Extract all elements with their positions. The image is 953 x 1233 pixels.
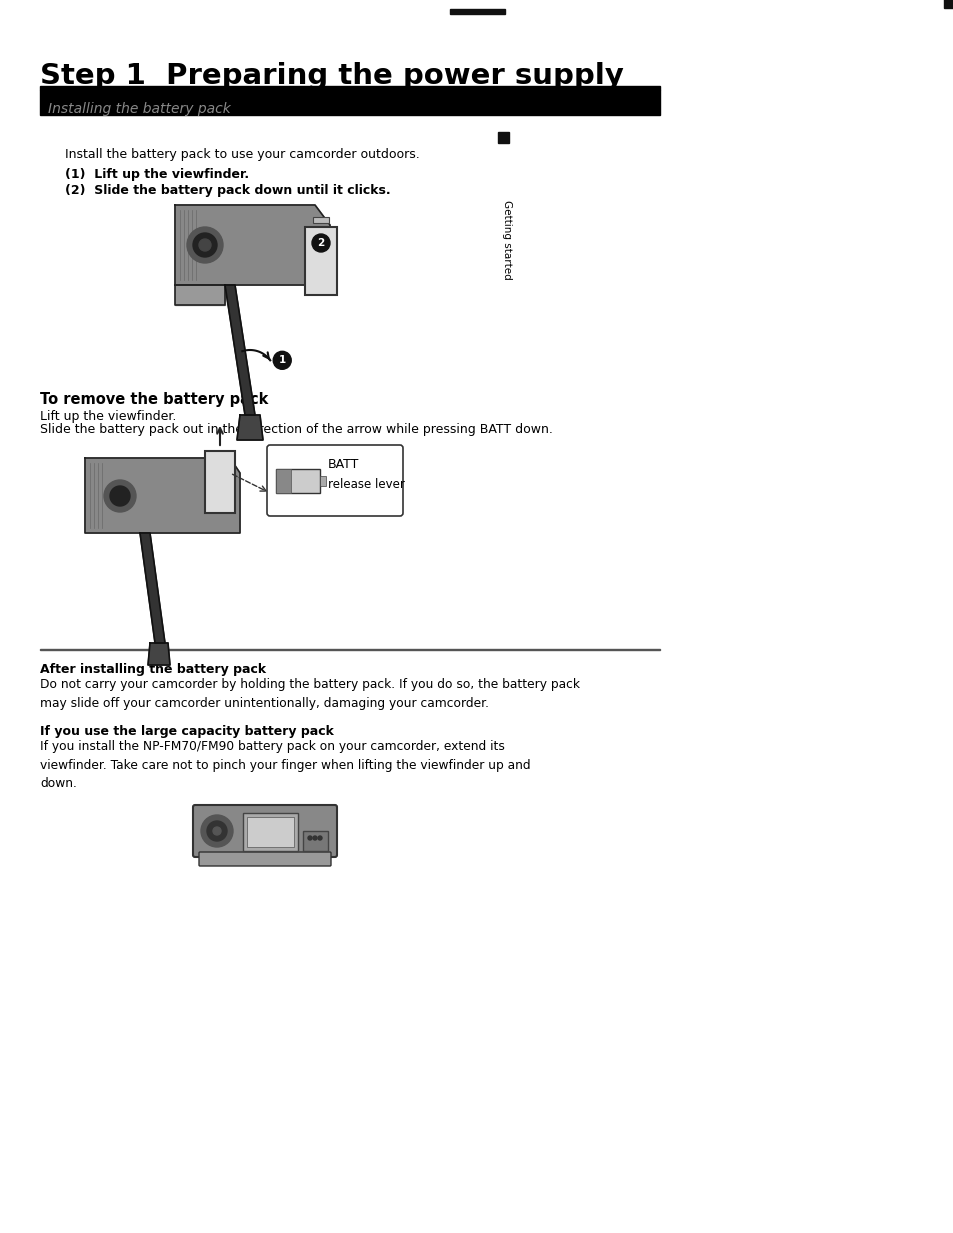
- Circle shape: [312, 234, 330, 252]
- Circle shape: [199, 239, 211, 252]
- Bar: [450, 9, 504, 14]
- Bar: [497, 132, 509, 143]
- Bar: [275, 469, 319, 493]
- Polygon shape: [174, 285, 225, 305]
- Text: If you install the NP-FM70/FM90 battery pack on your camcorder, extend its
viewf: If you install the NP-FM70/FM90 battery …: [40, 740, 530, 790]
- Bar: [303, 831, 328, 851]
- Polygon shape: [85, 457, 240, 533]
- Text: Installing the battery pack: Installing the battery pack: [48, 102, 231, 116]
- Text: Getting started: Getting started: [501, 200, 512, 280]
- Polygon shape: [225, 285, 254, 416]
- Text: 1: 1: [278, 355, 286, 365]
- Text: Do not carry your camcorder by holding the battery pack. If you do so, the batte: Do not carry your camcorder by holding t…: [40, 678, 579, 709]
- Text: (1)  Lift up the viewfinder.: (1) Lift up the viewfinder.: [65, 168, 249, 181]
- Circle shape: [187, 227, 223, 263]
- Circle shape: [213, 827, 221, 835]
- Bar: [247, 817, 294, 847]
- Bar: [40, 86, 659, 90]
- Polygon shape: [148, 642, 170, 665]
- Bar: [943, 0, 953, 7]
- Bar: [40, 90, 659, 115]
- Text: Install the battery pack to use your camcorder outdoors.: Install the battery pack to use your cam…: [65, 148, 419, 162]
- Text: If you use the large capacity battery pack: If you use the large capacity battery pa…: [40, 725, 334, 739]
- FancyBboxPatch shape: [199, 852, 331, 866]
- Circle shape: [313, 836, 316, 840]
- Bar: [313, 217, 329, 223]
- Circle shape: [110, 486, 130, 506]
- FancyBboxPatch shape: [193, 805, 336, 857]
- Text: (2)  Slide the battery pack down until it clicks.: (2) Slide the battery pack down until it…: [65, 184, 390, 197]
- Circle shape: [193, 233, 216, 256]
- Bar: [319, 476, 326, 486]
- FancyBboxPatch shape: [267, 445, 402, 515]
- Text: release lever: release lever: [328, 478, 404, 492]
- Bar: [305, 227, 336, 295]
- Text: 2: 2: [317, 238, 324, 248]
- Text: Step 1  Preparing the power supply: Step 1 Preparing the power supply: [40, 62, 623, 90]
- Text: BATT: BATT: [328, 459, 359, 471]
- Bar: [205, 451, 234, 513]
- Circle shape: [201, 815, 233, 847]
- Bar: [243, 813, 297, 851]
- Text: Lift up the viewfinder.: Lift up the viewfinder.: [40, 411, 176, 423]
- Circle shape: [317, 836, 322, 840]
- Polygon shape: [236, 416, 263, 440]
- Text: After installing the battery pack: After installing the battery pack: [40, 663, 266, 676]
- Circle shape: [273, 351, 291, 370]
- Polygon shape: [174, 205, 330, 285]
- Circle shape: [104, 480, 136, 512]
- Circle shape: [207, 821, 227, 841]
- Bar: [275, 469, 291, 493]
- Circle shape: [308, 836, 312, 840]
- Text: Slide the battery pack out in the direction of the arrow while pressing BATT dow: Slide the battery pack out in the direct…: [40, 423, 553, 436]
- Polygon shape: [140, 533, 165, 642]
- Text: To remove the battery pack: To remove the battery pack: [40, 392, 268, 407]
